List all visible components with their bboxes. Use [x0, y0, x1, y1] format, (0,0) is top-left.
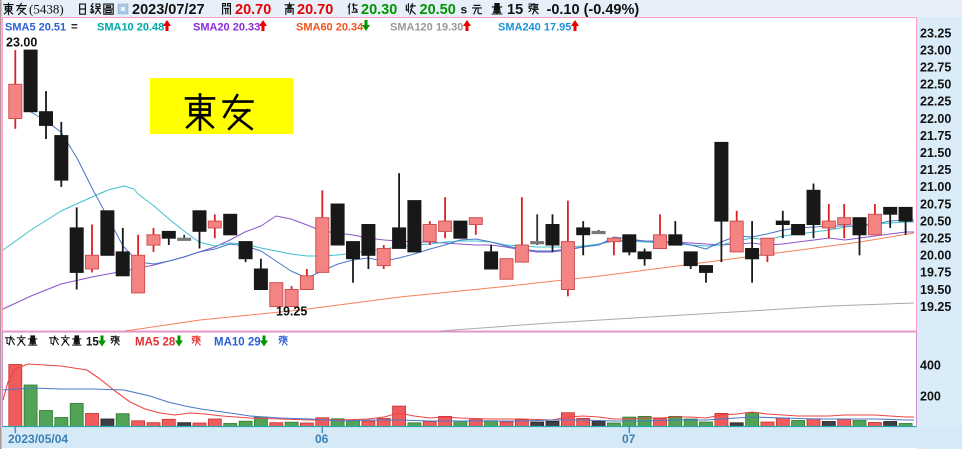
svg-text:s: s: [461, 3, 468, 17]
svg-text:SMA60 20.34: SMA60 20.34: [296, 22, 364, 34]
svg-text:SMA20 20.33: SMA20 20.33: [193, 22, 260, 34]
svg-text:20.50: 20.50: [920, 214, 951, 228]
svg-text:SMA240 17.95: SMA240 17.95: [498, 22, 571, 34]
svg-text:SMA5 20.51: SMA5 20.51: [5, 22, 66, 34]
svg-text:20.25: 20.25: [920, 232, 951, 246]
svg-text:SMA10 20.48: SMA10 20.48: [97, 22, 164, 34]
svg-text:20.70: 20.70: [297, 2, 333, 18]
svg-text:23.25: 23.25: [920, 26, 951, 40]
svg-text:MA5 28: MA5 28: [135, 337, 176, 349]
svg-text:400: 400: [920, 359, 941, 373]
svg-text:2023/05/04: 2023/05/04: [8, 432, 68, 446]
svg-text:06: 06: [315, 432, 329, 446]
svg-text:23.00: 23.00: [920, 43, 951, 57]
svg-text:21.75: 21.75: [920, 129, 951, 143]
svg-text:19.75: 19.75: [920, 266, 951, 280]
svg-text:20.00: 20.00: [920, 249, 951, 263]
svg-text:SMA120 19.30: SMA120 19.30: [390, 22, 463, 34]
svg-text:07: 07: [622, 432, 636, 446]
svg-text:22.75: 22.75: [920, 61, 951, 75]
svg-text:15: 15: [86, 337, 99, 349]
svg-text:20.30: 20.30: [361, 2, 397, 18]
svg-text:(5438): (5438): [29, 2, 64, 17]
svg-text:19.50: 19.50: [920, 283, 951, 297]
svg-text:19.25: 19.25: [276, 305, 307, 319]
svg-text:23.00: 23.00: [6, 36, 37, 50]
svg-text:2023/07/27: 2023/07/27: [132, 2, 205, 18]
svg-text:20.50: 20.50: [420, 2, 456, 18]
svg-text:-0.10 (-0.49%): -0.10 (-0.49%): [547, 2, 640, 18]
svg-text:15: 15: [507, 2, 523, 18]
svg-text:22.00: 22.00: [920, 112, 951, 126]
svg-text:22.50: 22.50: [920, 78, 951, 92]
svg-text:20.70: 20.70: [235, 2, 271, 18]
svg-text:19.25: 19.25: [920, 300, 951, 314]
svg-text:=: =: [71, 22, 78, 34]
svg-text:20.75: 20.75: [920, 197, 951, 211]
svg-text:21.50: 21.50: [920, 146, 951, 160]
svg-text:21.00: 21.00: [920, 180, 951, 194]
svg-text:MA10 29: MA10 29: [214, 337, 261, 349]
svg-text:22.25: 22.25: [920, 95, 951, 109]
svg-text:200: 200: [920, 390, 941, 404]
svg-text:21.25: 21.25: [920, 163, 951, 177]
